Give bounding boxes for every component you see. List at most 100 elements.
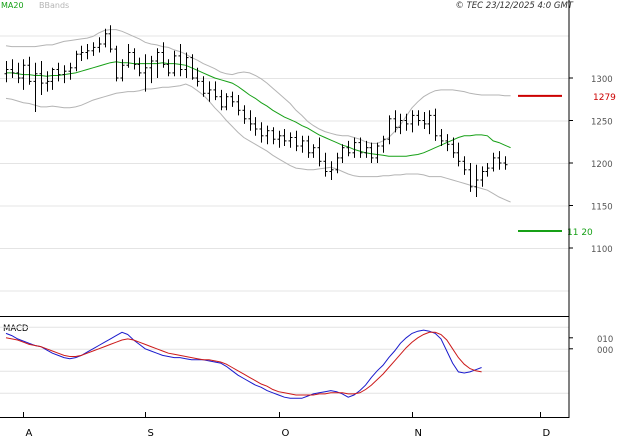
ohlc-bar (422, 112, 427, 129)
ohlc-bar (108, 25, 113, 53)
ohlc-bar (190, 54, 195, 80)
ohlc-bar (21, 59, 26, 90)
ohlc-bar (300, 135, 305, 153)
ma20-line (6, 61, 511, 157)
ohlc-bar (4, 61, 9, 83)
ohlc-bar (335, 152, 340, 174)
ohlc-bar (56, 62, 61, 82)
ohlc-bar (387, 115, 392, 145)
ohlc-bar (33, 62, 38, 112)
bband-lower-line (5, 83, 511, 203)
macd-line (5, 329, 482, 399)
ohlc-bar (317, 137, 322, 167)
ohlc-bar (103, 28, 108, 48)
ohlc-bar (62, 65, 67, 84)
ohlc-bar (248, 110, 253, 131)
ohlc-bar (27, 56, 32, 85)
ohlc-bar (416, 110, 421, 126)
x-tick-label: S (148, 428, 154, 439)
ohlc-bar (45, 71, 50, 92)
ohlc-bar (439, 129, 444, 146)
ohlc-bar (306, 135, 311, 158)
ohlc-bar (68, 62, 73, 80)
ohlc-bar (282, 129, 287, 146)
ohlc-bar (271, 127, 276, 145)
ohlc-bar (468, 163, 473, 192)
bbands-legend-label: BBands (39, 1, 69, 10)
macd-tick-label: 000 (597, 346, 613, 356)
ohlc-bar (224, 93, 229, 111)
price-tick-label: 1100 (591, 245, 613, 255)
ohlc-bar (456, 142, 461, 167)
ohlc-bar (259, 122, 264, 143)
price-panel: 1300 1250 1200 1150 1100 1279 11 20 (0, 25, 616, 292)
price-bollinger-and-ma (5, 29, 511, 203)
ohlc-bar (503, 156, 508, 170)
ohlc-bar (97, 37, 102, 53)
ohlc-bar (381, 135, 386, 153)
support-level-label: 11 20 (567, 228, 593, 238)
ohlc-bar (207, 81, 212, 102)
ohlc-bar (236, 95, 241, 116)
ohlc-bar (155, 48, 160, 78)
ohlc-bar (288, 132, 293, 148)
ohlc-bar (323, 152, 328, 177)
ohlc-bar (74, 50, 79, 72)
ohlc-bar (143, 54, 148, 92)
ohlc-bar (404, 113, 409, 131)
time-axis: ASOND26 (23, 412, 551, 439)
macd-lines (5, 329, 482, 399)
ohlc-bar (427, 110, 432, 135)
ohlc-bar (166, 59, 171, 77)
ohlc-bar (364, 140, 369, 158)
ohlc-bar (253, 117, 258, 136)
ohlc-bar (114, 45, 119, 82)
ohlc-bar (161, 42, 166, 68)
macd-panel-title: MACD (3, 324, 29, 334)
ohlc-bar (311, 144, 316, 158)
price-ohlc-bars (4, 25, 508, 197)
price-gridlines (0, 35, 569, 292)
ohlc-bar (242, 105, 247, 124)
ohlc-bar (201, 76, 206, 97)
ohlc-bar (340, 144, 345, 163)
ohlc-bar (184, 52, 189, 78)
macd-gridlines (0, 326, 569, 394)
ohlc-bar (219, 89, 224, 111)
x-tick-label: O (282, 428, 290, 439)
ohlc-bar (485, 163, 490, 177)
ohlc-bar (393, 110, 398, 133)
ohlc-bar (445, 134, 450, 152)
ohlc-bar (91, 42, 96, 56)
signal-line (5, 331, 482, 396)
ohlc-bar (491, 152, 496, 172)
ohlc-bar (346, 140, 351, 157)
ohlc-bar (375, 142, 380, 163)
bband-upper-line (5, 29, 511, 144)
ohlc-bar (137, 57, 142, 77)
ohlc-bar (85, 44, 90, 60)
price-tick-label: 1300 (591, 75, 613, 85)
ohlc-bar (352, 137, 357, 158)
ohlc-bar (294, 130, 299, 152)
price-levels: 1279 11 20 (518, 93, 616, 238)
x-tick-label: D (543, 428, 551, 439)
ohlc-bar (120, 59, 125, 82)
ohlc-bar (39, 61, 44, 95)
ohlc-bar (329, 161, 334, 180)
ohlc-bar (126, 44, 131, 68)
price-tick-label: 1250 (591, 118, 613, 128)
ohlc-bar (132, 48, 137, 70)
ohlc-bar (451, 137, 456, 158)
ohlc-bar (178, 44, 183, 77)
ohlc-bar (149, 55, 154, 84)
ohlc-bar (230, 91, 235, 107)
ohlc-bar (369, 142, 374, 163)
x-tick-label: N (415, 428, 422, 439)
x-tick-label: A (26, 428, 33, 439)
ohlc-bar (480, 166, 485, 187)
price-tick-label: 1200 (591, 160, 613, 170)
